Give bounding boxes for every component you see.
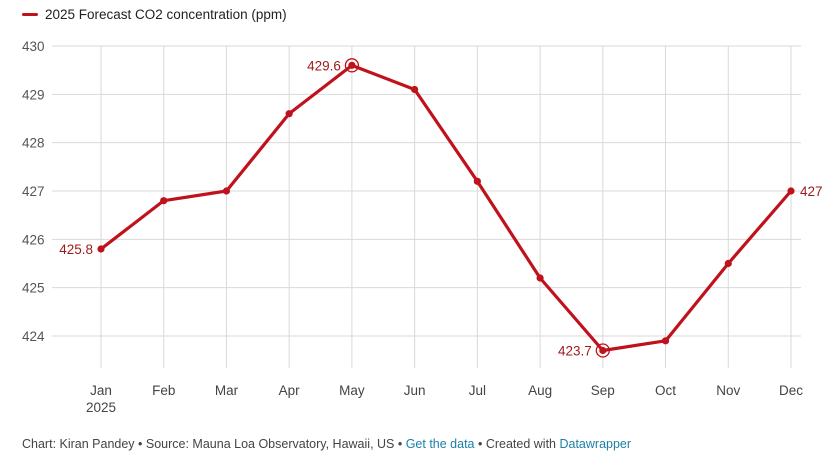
x-tick-label: Sep (591, 383, 615, 398)
data-point (222, 187, 231, 195)
x-tick-label: Dec (779, 383, 803, 398)
data-point (787, 187, 795, 195)
data-point (348, 61, 356, 69)
legend: 2025 Forecast CO2 concentration (ppm) (22, 7, 287, 22)
get-data-link[interactable]: Get the data (405, 437, 475, 451)
data-label: 425.8 (59, 242, 93, 257)
x-tick-label: Aug (528, 383, 552, 398)
x-tick-label: Jul (469, 383, 486, 398)
y-tick-label: 425 (22, 281, 45, 296)
x-tick-label: Apr (279, 383, 301, 398)
footer-credit: Chart: Kiran Pandey • Source: Mauna Loa … (22, 437, 406, 451)
data-label: 427 (800, 184, 823, 199)
x-tick-label: Oct (655, 383, 676, 398)
highlight-ring (595, 343, 610, 358)
datawrapper-link[interactable]: Datawrapper (559, 437, 632, 451)
x-tick-label: Feb (152, 383, 175, 398)
y-tick-label: 430 (22, 39, 45, 54)
x-tick-label: Jun (404, 383, 426, 398)
x-tick-label: Nov (716, 383, 740, 398)
y-axis-ticks: 424 425 426 427 428 429 430 (22, 39, 45, 344)
y-tick-label: 424 (22, 329, 45, 344)
x-axis-ticks: Jan Feb Mar Apr May Jun Jul Aug Sep Oct Nov Dec 2025 (86, 383, 803, 415)
y-tick-label: 428 (22, 136, 45, 151)
x-tick-label: May (339, 383, 365, 398)
data-label: 423.7 (558, 344, 592, 359)
y-tick-label: 429 (22, 87, 45, 102)
grid (52, 45, 801, 368)
footer: Chart: Kiran Pandey • Source: Mauna Loa … (22, 437, 631, 451)
series (97, 61, 795, 355)
data-point (536, 274, 544, 282)
y-tick-label: 427 (22, 184, 45, 199)
data-point (411, 85, 419, 94)
footer-created: • Created with (474, 437, 560, 451)
data-point (599, 346, 607, 355)
legend-label: 2025 Forecast CO2 concentration (ppm) (45, 7, 287, 22)
x-tick-label: Jan (90, 383, 112, 398)
highlight-ring (344, 58, 360, 73)
data-point (724, 259, 732, 268)
data-point (160, 197, 168, 205)
data-label: 429.6 (307, 58, 341, 73)
data-point (97, 245, 105, 253)
x-tick-label: Mar (215, 383, 239, 398)
legend-swatch (22, 13, 38, 16)
data-point (473, 177, 481, 185)
x-tick-sublabel: 2025 (86, 400, 116, 415)
series-line (99, 63, 793, 353)
data-labels: 425.8 429.6 423.7 427 (59, 58, 823, 359)
data-point (661, 337, 670, 345)
y-tick-label: 426 (22, 232, 45, 247)
data-point (285, 110, 293, 118)
